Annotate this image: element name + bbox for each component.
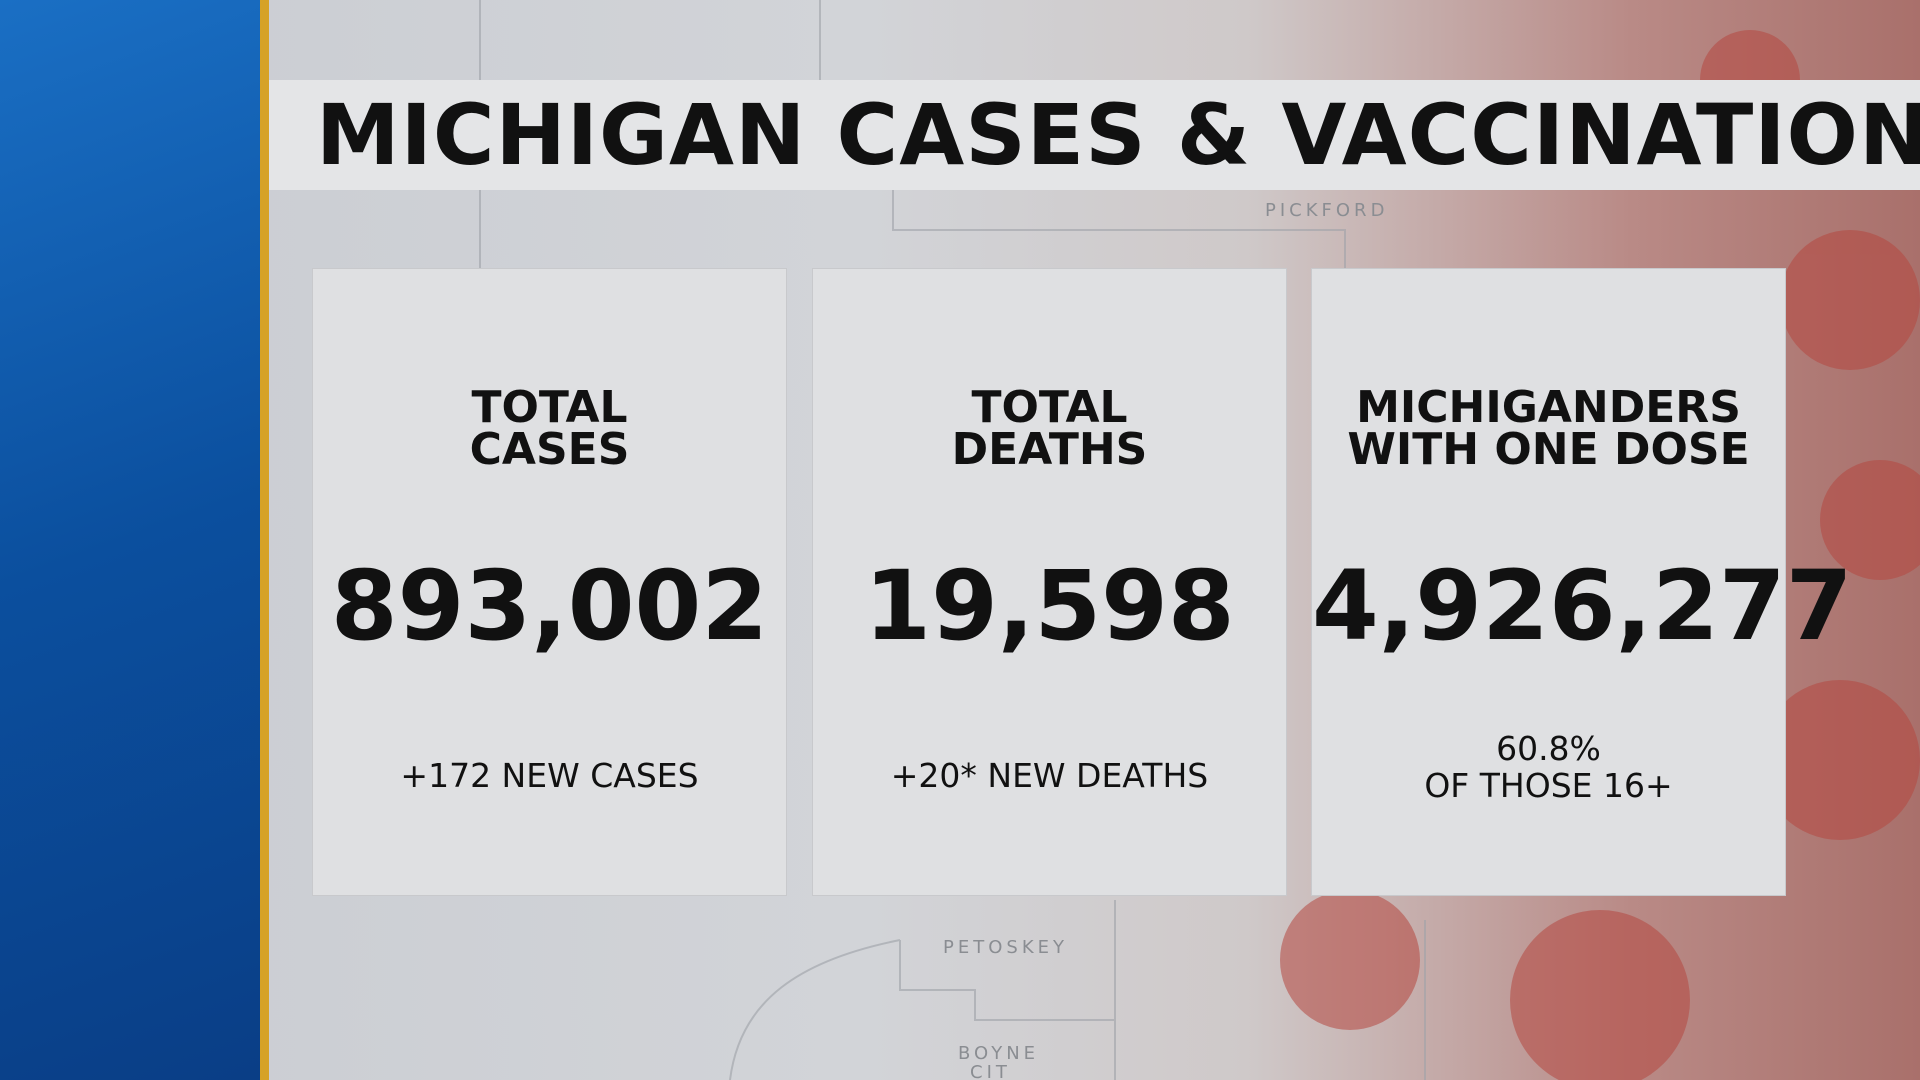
card-note: +172 NEW CASES bbox=[313, 757, 786, 794]
card-value: 893,002 bbox=[330, 550, 769, 662]
heading-line: WITH ONE DOSE bbox=[1347, 424, 1750, 475]
card-value: 4,926,277 bbox=[1312, 550, 1853, 662]
map-label: BOYNE bbox=[958, 1043, 1040, 1064]
card-heading: MICHIGANDERS WITH ONE DOSE bbox=[1312, 382, 1785, 475]
stat-card: TOTAL CASES 893,002 +172 NEW CASES bbox=[312, 268, 787, 896]
card-note: +20* NEW DEATHS bbox=[813, 757, 1286, 794]
title: MICHIGAN CASES & VACCINATIONS bbox=[316, 86, 1920, 184]
heading-line: TOTAL bbox=[971, 382, 1128, 433]
note-line: 60.8% bbox=[1496, 729, 1601, 768]
map-label: PICKFORD bbox=[1265, 200, 1389, 221]
heading-line: MICHIGANDERS bbox=[1356, 382, 1741, 433]
heading-line: DEATHS bbox=[951, 424, 1148, 475]
map-label: PETOSKEY bbox=[943, 937, 1068, 958]
accent-stripe bbox=[260, 0, 269, 1080]
card-heading: TOTAL DEATHS bbox=[813, 382, 1286, 475]
note-line: +20* NEW DEATHS bbox=[890, 756, 1209, 795]
card-heading: TOTAL CASES bbox=[313, 382, 786, 475]
title-bar: MICHIGAN CASES & VACCINATIONS bbox=[269, 80, 1920, 190]
heading-line: CASES bbox=[469, 424, 630, 475]
map-label: CIT bbox=[970, 1062, 1011, 1080]
brand-panel bbox=[0, 0, 260, 1080]
note-line: OF THOSE 16+ bbox=[1424, 766, 1673, 805]
card-value: 19,598 bbox=[864, 550, 1235, 662]
note-line: +172 NEW CASES bbox=[400, 756, 699, 795]
card-note: 60.8% OF THOSE 16+ bbox=[1312, 730, 1785, 804]
stat-card: TOTAL DEATHS 19,598 +20* NEW DEATHS bbox=[812, 268, 1287, 896]
heading-line: TOTAL bbox=[471, 382, 628, 433]
stat-card: MICHIGANDERS WITH ONE DOSE 4,926,277 60.8% O… bbox=[1311, 268, 1853, 896]
